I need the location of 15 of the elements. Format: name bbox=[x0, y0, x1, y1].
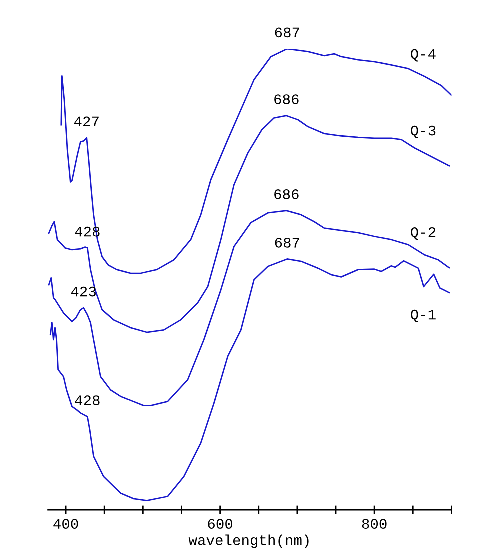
x-tick-label: 600 bbox=[208, 519, 233, 530]
x-tick-label: 800 bbox=[362, 519, 387, 530]
series-label: Q-3 bbox=[411, 126, 436, 138]
annotation: 427 bbox=[74, 116, 99, 126]
annotation: 687 bbox=[275, 28, 300, 38]
series-label: Q-2 bbox=[411, 227, 436, 240]
x-tick-label: 400 bbox=[54, 519, 78, 530]
series-label: Q-1 bbox=[411, 310, 436, 322]
annotation: 687 bbox=[275, 238, 300, 248]
annotation: 428 bbox=[75, 396, 100, 406]
series-label: Q-4 bbox=[411, 49, 436, 62]
x-axis-title: wavelength(nm) bbox=[188, 534, 309, 548]
annotation: 686 bbox=[274, 190, 299, 200]
annotation: 686 bbox=[274, 94, 299, 104]
annotation: 423 bbox=[71, 286, 96, 297]
